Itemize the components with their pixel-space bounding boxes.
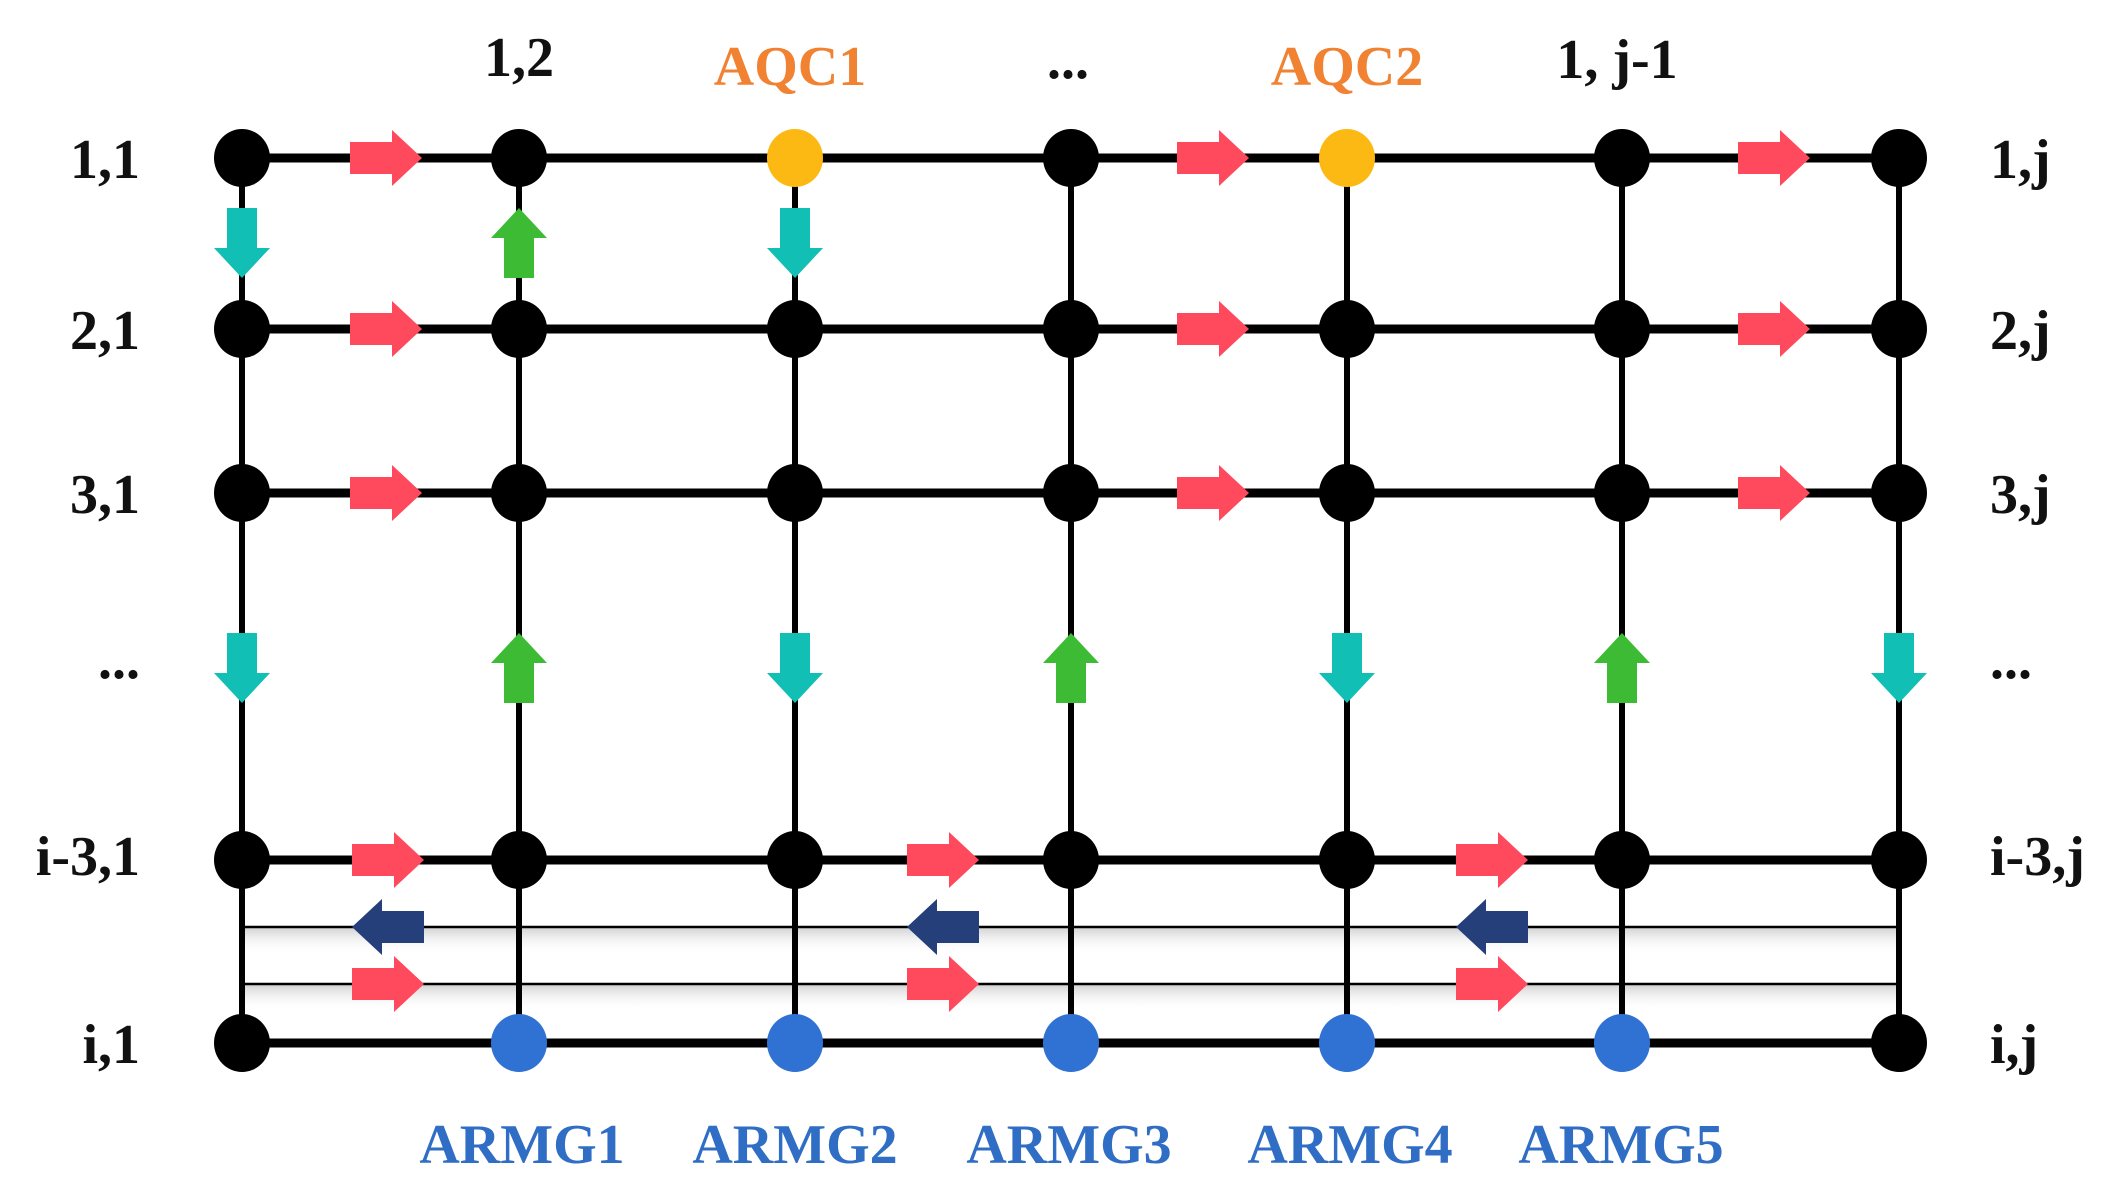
- grid-node-default: [1871, 300, 1927, 358]
- arrow-down-icon: [767, 208, 823, 278]
- bottom-label-armg3: ARMG3: [966, 1114, 1171, 1176]
- grid-nodes: [214, 129, 1927, 1072]
- arrow-right-icon: [350, 465, 422, 521]
- vertical-direction-arrows: [214, 208, 1927, 703]
- arrow-right-icon: [1738, 465, 1810, 521]
- grid-node-default: [491, 129, 547, 187]
- grid-node-default: [214, 464, 270, 522]
- arrow-right-icon: [907, 956, 979, 1012]
- arrow-up-icon: [491, 208, 547, 278]
- left-row-labels: 1,1 2,1 3,1 ... i-3,1 i,1: [36, 129, 140, 1076]
- arrow-right-icon: [1738, 301, 1810, 357]
- grid-node-default: [1594, 300, 1650, 358]
- arrow-right-icon: [907, 832, 979, 888]
- arrow-right-icon: [1177, 130, 1249, 186]
- left-label-i-1: i,1: [82, 1014, 140, 1076]
- arrow-right-icon: [350, 301, 422, 357]
- grid-node-default: [214, 831, 270, 889]
- arrow-down-icon: [767, 633, 823, 703]
- top-label-aqc1: AQC1: [714, 36, 866, 98]
- arrow-down-icon: [214, 633, 270, 703]
- right-label-1-j: 1,j: [1990, 129, 2051, 191]
- arrow-right-icon: [352, 956, 424, 1012]
- grid-node-armg: [1319, 1014, 1375, 1072]
- right-row-labels: 1,j 2,j 3,j ... i-3,j i,j: [1990, 129, 2085, 1076]
- grid-node-aqc: [767, 129, 823, 187]
- arrow-right-icon: [1456, 956, 1528, 1012]
- grid-node-default: [767, 300, 823, 358]
- grid-node-armg: [1594, 1014, 1650, 1072]
- top-label-aqc2: AQC2: [1271, 36, 1423, 98]
- grid-node-default: [1871, 831, 1927, 889]
- left-label-1-1: 1,1: [70, 129, 140, 191]
- grid-node-default: [1043, 300, 1099, 358]
- arrow-down-icon: [1871, 633, 1927, 703]
- arrow-right-icon: [1456, 832, 1528, 888]
- arrow-right-icon: [350, 130, 422, 186]
- grid-node-default: [491, 300, 547, 358]
- arrow-down-icon: [214, 208, 270, 278]
- arrow-right-icon: [1177, 301, 1249, 357]
- grid-node-armg: [491, 1014, 547, 1072]
- bottom-label-armg5: ARMG5: [1518, 1114, 1723, 1176]
- grid-node-default: [1871, 129, 1927, 187]
- arrow-left-icon: [1456, 899, 1528, 955]
- arrow-left-icon: [907, 899, 979, 955]
- right-label-ellipsis: ...: [1990, 629, 2032, 691]
- bottom-label-armg2: ARMG2: [692, 1114, 897, 1176]
- grid-node-default: [1043, 464, 1099, 522]
- top-labels: 1,2 AQC1 ... AQC2 1, j-1: [484, 27, 1678, 98]
- grid-node-default: [1319, 300, 1375, 358]
- grid-node-default: [491, 831, 547, 889]
- vertical-grid-lines: [239, 158, 1902, 1043]
- right-label-3-j: 3,j: [1990, 464, 2051, 526]
- bottom-label-armg1: ARMG1: [419, 1114, 624, 1176]
- arrow-up-icon: [1594, 633, 1650, 703]
- right-label-2-j: 2,j: [1990, 300, 2051, 362]
- left-label-i-3-1: i-3,1: [36, 826, 140, 888]
- arrow-left-icon: [352, 899, 424, 955]
- arrow-right-icon: [1738, 130, 1810, 186]
- grid-node-default: [1043, 129, 1099, 187]
- top-label-ellipsis: ...: [1047, 29, 1089, 91]
- grid-node-armg: [1043, 1014, 1099, 1072]
- grid-node-default: [1871, 1014, 1927, 1072]
- arrow-right-icon: [1177, 465, 1249, 521]
- bottom-armg-labels: ARMG1 ARMG2 ARMG3 ARMG4 ARMG5: [419, 1114, 1723, 1176]
- top-label-1-2: 1,2: [484, 27, 554, 89]
- grid-node-default: [767, 464, 823, 522]
- left-label-3-1: 3,1: [70, 464, 140, 526]
- bottom-label-armg4: ARMG4: [1247, 1114, 1452, 1176]
- grid-node-default: [1043, 831, 1099, 889]
- horizontal-direction-arrows: [350, 130, 1810, 1012]
- grid-node-default: [1319, 464, 1375, 522]
- right-label-i-3-j: i-3,j: [1990, 826, 2085, 888]
- grid-node-default: [767, 831, 823, 889]
- grid-node-default: [1594, 464, 1650, 522]
- top-label-1-j-1: 1, j-1: [1556, 29, 1677, 91]
- grid-node-default: [1871, 464, 1927, 522]
- grid-node-default: [1594, 129, 1650, 187]
- grid-node-default: [491, 464, 547, 522]
- grid-node-armg: [767, 1014, 823, 1072]
- grid-node-default: [214, 1014, 270, 1072]
- right-label-i-j: i,j: [1990, 1014, 2038, 1076]
- arrow-up-icon: [1043, 633, 1099, 703]
- arrow-down-icon: [1319, 633, 1375, 703]
- arrow-up-icon: [491, 633, 547, 703]
- grid-node-default: [1319, 831, 1375, 889]
- grid-node-default: [214, 129, 270, 187]
- left-label-2-1: 2,1: [70, 300, 140, 362]
- grid-node-default: [1594, 831, 1650, 889]
- left-label-ellipsis: ...: [98, 629, 140, 691]
- arrow-right-icon: [352, 832, 424, 888]
- grid-node-aqc: [1319, 129, 1375, 187]
- grid-node-default: [214, 300, 270, 358]
